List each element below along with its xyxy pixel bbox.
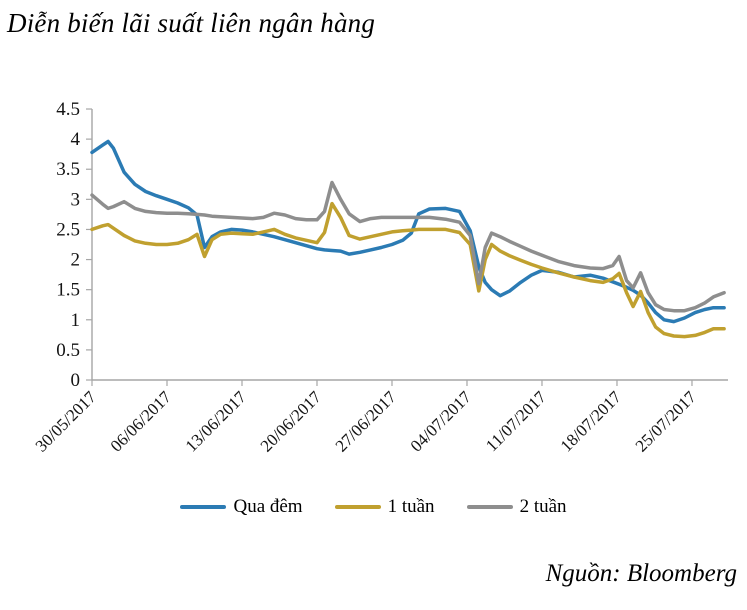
x-tick-label: 11/07/2017	[482, 387, 550, 455]
x-tick-label: 25/07/2017	[632, 387, 701, 456]
legend-line-one-week-icon	[334, 505, 381, 509]
y-tick-label: 0.5	[56, 340, 80, 361]
x-tick-label: 04/07/2017	[407, 387, 476, 456]
x-tick-label: 06/06/2017	[107, 387, 176, 456]
y-tick-label: 3.5	[56, 159, 80, 180]
y-tick-label: 2.5	[56, 219, 80, 240]
y-tick-label: 0	[71, 370, 81, 391]
legend-item-overnight: Qua đêm	[180, 496, 303, 518]
x-tick-label: 18/07/2017	[557, 387, 626, 456]
y-tick-label: 3	[71, 189, 81, 210]
chart-title: Diễn biến lãi suất liên ngân hàng	[7, 8, 376, 38]
x-tick-label: 13/06/2017	[182, 387, 251, 456]
series-line-one-week	[90, 201, 726, 339]
legend-label-one-week: 1 tuần	[387, 496, 435, 517]
y-tick-label: 1	[71, 310, 81, 331]
legend-line-two-week-icon	[466, 505, 513, 509]
source-note: Nguồn: Bloomberg	[545, 560, 737, 587]
y-tick-label: 1.5	[56, 280, 80, 301]
legend: Qua đêm 1 tuần 2 tuần	[0, 496, 747, 518]
y-tick-label: 4	[71, 129, 81, 150]
x-tick-label: 20/06/2017	[257, 387, 326, 456]
legend-label-two-week: 2 tuần	[519, 496, 567, 517]
legend-line-overnight-icon	[180, 505, 227, 509]
y-tick-label: 2	[71, 250, 81, 271]
x-tick-label: 27/06/2017	[332, 387, 401, 456]
legend-label-overnight: Qua đêm	[233, 496, 303, 517]
y-tick-label: 4.5	[56, 99, 80, 120]
series-line-two-week	[90, 180, 726, 313]
legend-item-one-week: 1 tuần	[334, 496, 435, 518]
x-tick-label: 30/05/2017	[32, 387, 101, 456]
legend-item-two-week: 2 tuần	[466, 496, 567, 518]
